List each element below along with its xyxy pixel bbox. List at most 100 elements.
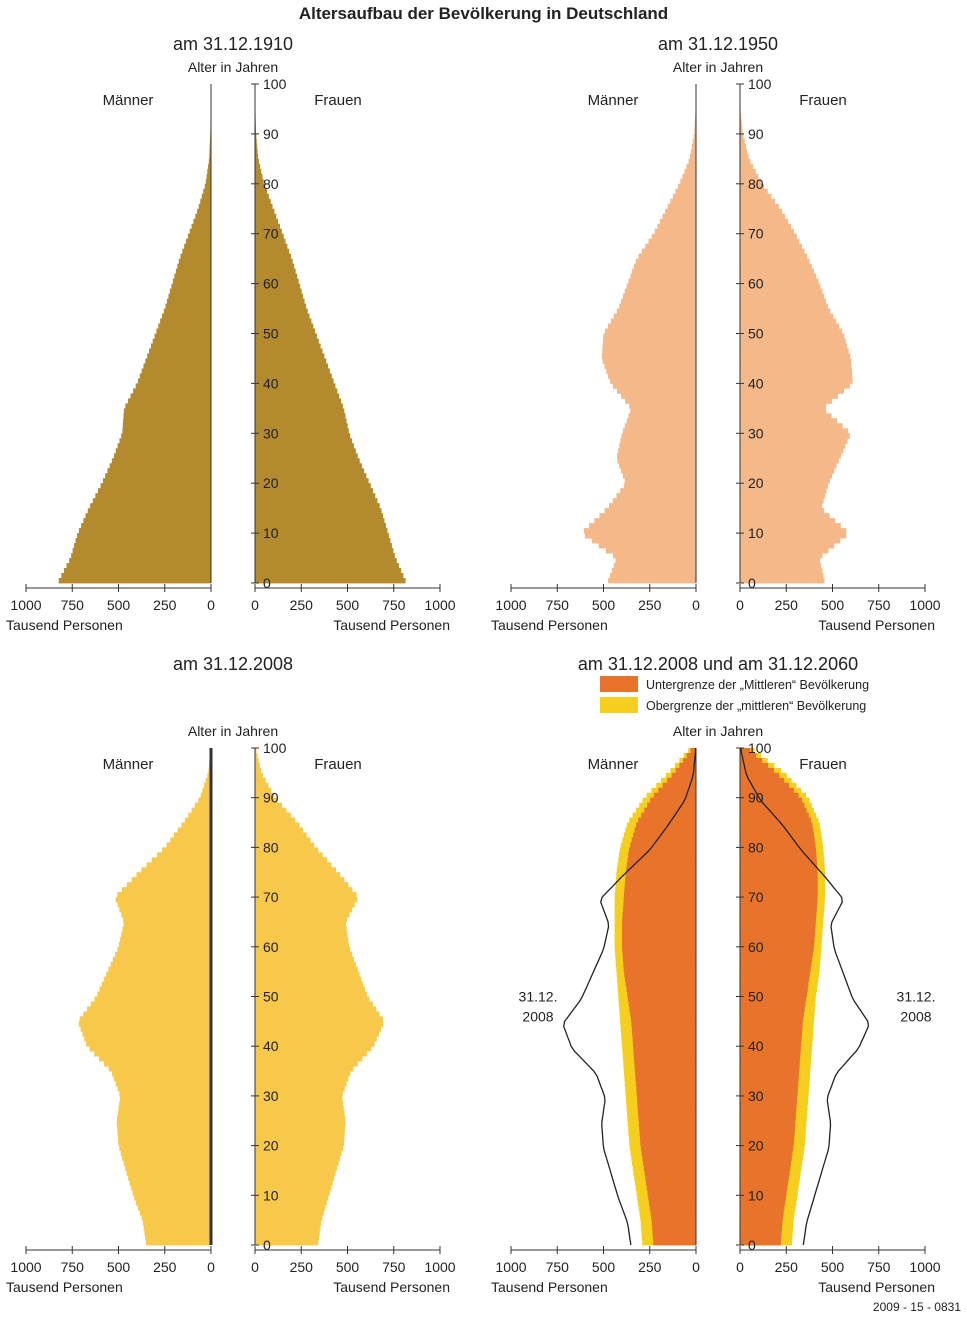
x-tick-label: 1000 [424,1259,455,1275]
women-bar [255,1066,354,1072]
men-bar [85,513,211,519]
pyramid-panel-3: am 31.12.2008 0 10 20 30 40 50 60 70 80 90 100 1000 7… [6,654,456,1295]
men-bar [692,138,696,145]
men-bar [151,857,211,863]
men-lower-bar [644,1170,696,1176]
men-bar [177,263,211,270]
men-bar [154,333,211,339]
women-bar [255,827,304,833]
women-bar [255,333,317,339]
women-bar [740,488,827,494]
men-bar [619,443,696,449]
women-bar [255,807,287,814]
men-lower-bar [625,877,696,883]
men-lower-bar [624,887,696,893]
men-bar [195,213,211,220]
women-bar [740,248,805,255]
men-lower-bar [648,1195,696,1201]
women-lower-bar [740,1061,800,1067]
women-bar [255,428,349,434]
women-bar [255,1085,345,1092]
women-bar [255,163,261,170]
men-bar [89,1046,211,1052]
men-bar [670,198,696,205]
women-bar [740,553,823,559]
women-bar [255,213,277,220]
men-bar [667,203,696,210]
men-bar [123,1160,211,1166]
women-lower-bar [740,912,817,918]
women-lower-bar [740,991,807,997]
women-bar [255,398,342,404]
men-bar [594,518,696,524]
women-lower-bar [740,1066,800,1072]
men-bar [134,1195,211,1201]
women-bar [740,263,812,270]
women-bar [255,258,293,265]
men-bar [132,1190,211,1196]
men-bar [137,378,211,384]
men-bar [147,353,211,359]
legend-swatch-upper [600,697,638,713]
age-tick-label: 10 [263,525,279,541]
women-lower-bar [740,1195,786,1201]
women-lower-bar [740,748,751,754]
men-lower-bar [626,867,696,873]
men-lower-bar [638,1120,696,1127]
men-bar [119,1100,211,1107]
women-bar [255,1190,330,1196]
men-bar [168,293,211,299]
age-tick-label: 0 [748,1237,756,1253]
panel-title: am 31.12.2008 [173,654,293,674]
women-bar [740,193,772,200]
x-tick-label: 1000 [10,597,41,613]
age-tick-label: 30 [263,425,279,441]
age-tick-label: 20 [748,475,764,491]
women-bar [255,578,406,584]
men-bar [79,1016,212,1022]
women-bar [255,573,404,579]
women-bar [255,448,356,454]
women-bar [255,1165,338,1171]
men-lower-bar [639,1130,696,1137]
women-lower-bar [740,907,817,913]
x-tick-label: 0 [207,597,215,613]
women-bar [255,951,353,958]
men-bar [200,792,211,799]
pyramid-panel-2: am 31.12.1950 0 10 20 30 40 50 60 70 80 90 100 1000 7… [491,34,941,633]
women-bar [740,428,849,434]
x-tick-label: 0 [251,1259,259,1275]
women-bar [740,328,843,334]
men-bar [123,413,211,419]
women-lower-bar [740,777,785,784]
men-bar [209,148,211,155]
men-bar [127,398,211,404]
x-tick-label: 500 [107,597,131,613]
x-tick-label: 0 [692,1259,700,1275]
women-bar [740,123,743,130]
women-bar [740,273,817,280]
men-bar [174,273,211,280]
women-lower-bar [740,892,818,898]
women-lower-bar [740,996,807,1002]
men-lower-bar [634,1066,696,1072]
men-bar [107,468,211,474]
x-tick-label: 500 [107,1259,131,1275]
women-bar [255,1125,346,1132]
women-lower-bar [740,1215,783,1221]
men-bar [616,493,696,499]
men-bar [117,1110,211,1117]
age-tick-label: 80 [748,176,764,192]
footer-code: 2009 - 15 - 0831 [872,1300,961,1314]
women-lower-bar [740,1205,785,1211]
men-lower-bar [646,1180,696,1186]
age-tick-label: 0 [748,575,756,591]
women-lower-bar [740,867,818,873]
men-bar [589,523,696,529]
men-lower-bar [635,1080,696,1087]
men-bar [72,548,212,554]
women-bar [255,248,290,255]
women-bar [255,777,266,784]
women-bar [740,298,827,304]
